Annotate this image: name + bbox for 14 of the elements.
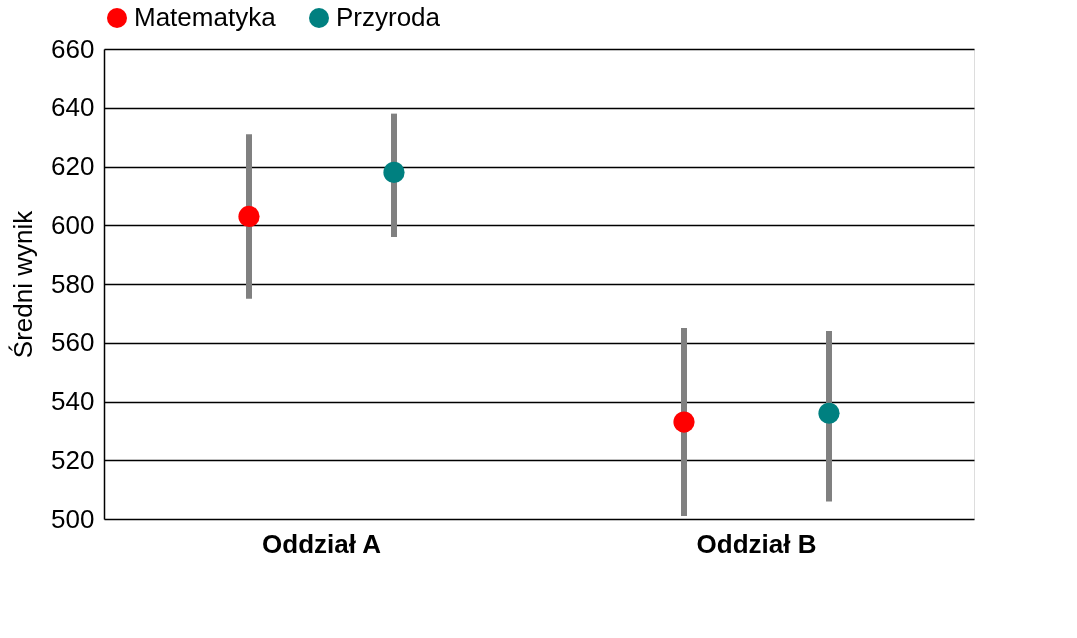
y-tick-label: 660 bbox=[51, 33, 95, 64]
y-tick-label: 540 bbox=[51, 386, 95, 416]
legend-label: Przyroda bbox=[336, 2, 441, 32]
y-tick-label: 520 bbox=[51, 444, 95, 475]
x-tick-label: Oddział B bbox=[696, 528, 817, 559]
y-tick-label: 500 bbox=[51, 503, 95, 534]
x-tick-label: Oddział A bbox=[262, 528, 382, 559]
legend-label: Matematyka bbox=[134, 2, 277, 32]
y-tick-label: 560 bbox=[51, 327, 95, 358]
y-tick-label: 640 bbox=[51, 92, 95, 123]
y-axis-title: Średni wynik bbox=[8, 209, 39, 359]
y-tick-label: 580 bbox=[51, 268, 95, 299]
y-tick-label: 620 bbox=[51, 151, 95, 181]
y-tick-label: 600 bbox=[51, 209, 95, 240]
